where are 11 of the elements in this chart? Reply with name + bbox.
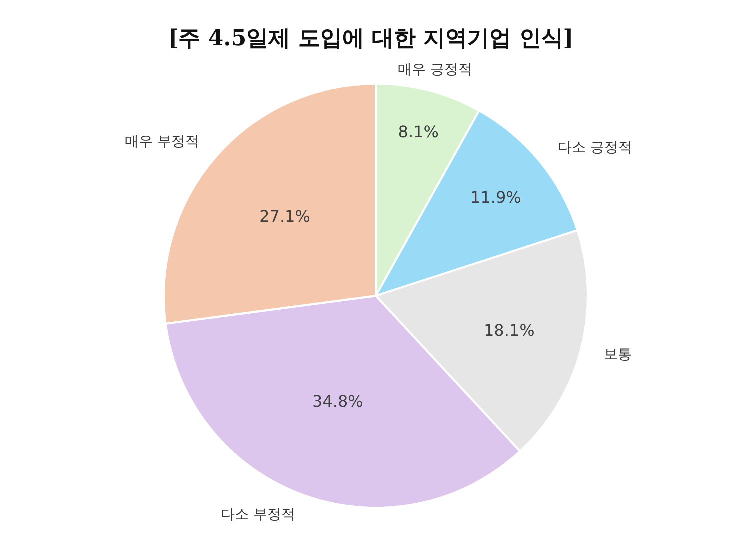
slice-label: 보통	[604, 347, 632, 363]
data-label: 18.1%	[484, 321, 535, 340]
slice-label: 매우 부정적	[125, 134, 200, 150]
slice-label: 다소 부정적	[221, 507, 296, 523]
chart-title: [주 4.5일제 도입에 대한 지역기업 인식]	[168, 26, 574, 52]
data-label: 11.9%	[470, 188, 522, 207]
data-label: 27.1%	[260, 206, 310, 226]
data-label: 8.1%	[398, 122, 439, 142]
slice-label: 매우 긍정적	[398, 62, 472, 78]
data-label: 34.8%	[312, 392, 364, 412]
slice-label: 다소 긍정적	[558, 140, 632, 156]
